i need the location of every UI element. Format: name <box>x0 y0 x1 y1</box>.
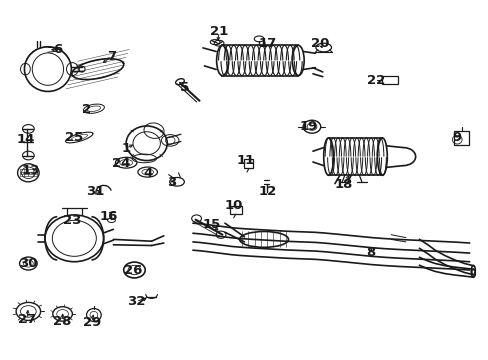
Text: 5: 5 <box>180 81 189 94</box>
Text: 26: 26 <box>123 264 142 277</box>
Text: 24: 24 <box>112 157 130 170</box>
Bar <box>453 131 468 145</box>
Text: 21: 21 <box>209 25 228 38</box>
Text: 30: 30 <box>19 257 38 270</box>
Text: 29: 29 <box>82 316 101 329</box>
Text: 4: 4 <box>143 167 152 180</box>
Text: 23: 23 <box>63 214 81 227</box>
Text: 11: 11 <box>236 154 254 167</box>
Text: 3: 3 <box>167 176 176 189</box>
Text: 31: 31 <box>86 185 104 198</box>
Text: 6: 6 <box>53 43 62 56</box>
Text: 14: 14 <box>16 133 35 146</box>
Text: 8: 8 <box>366 246 374 259</box>
Text: 18: 18 <box>333 178 352 191</box>
Bar <box>244 159 253 168</box>
Text: 9: 9 <box>452 131 461 144</box>
Text: 15: 15 <box>202 219 220 231</box>
Text: 28: 28 <box>53 315 72 328</box>
Text: 16: 16 <box>99 210 118 223</box>
Text: 12: 12 <box>258 185 277 198</box>
Bar <box>382 76 397 84</box>
Text: 19: 19 <box>299 120 318 133</box>
Text: 25: 25 <box>65 131 83 144</box>
Text: 7: 7 <box>107 50 116 63</box>
Bar <box>229 206 242 214</box>
Text: 32: 32 <box>126 295 145 308</box>
Text: 17: 17 <box>258 37 277 50</box>
Text: 10: 10 <box>224 199 243 212</box>
Text: 22: 22 <box>366 75 385 87</box>
Text: 1: 1 <box>122 142 130 155</box>
Text: 13: 13 <box>21 165 40 177</box>
Text: 27: 27 <box>18 313 36 326</box>
Text: 2: 2 <box>82 103 91 116</box>
Text: 20: 20 <box>310 37 329 50</box>
